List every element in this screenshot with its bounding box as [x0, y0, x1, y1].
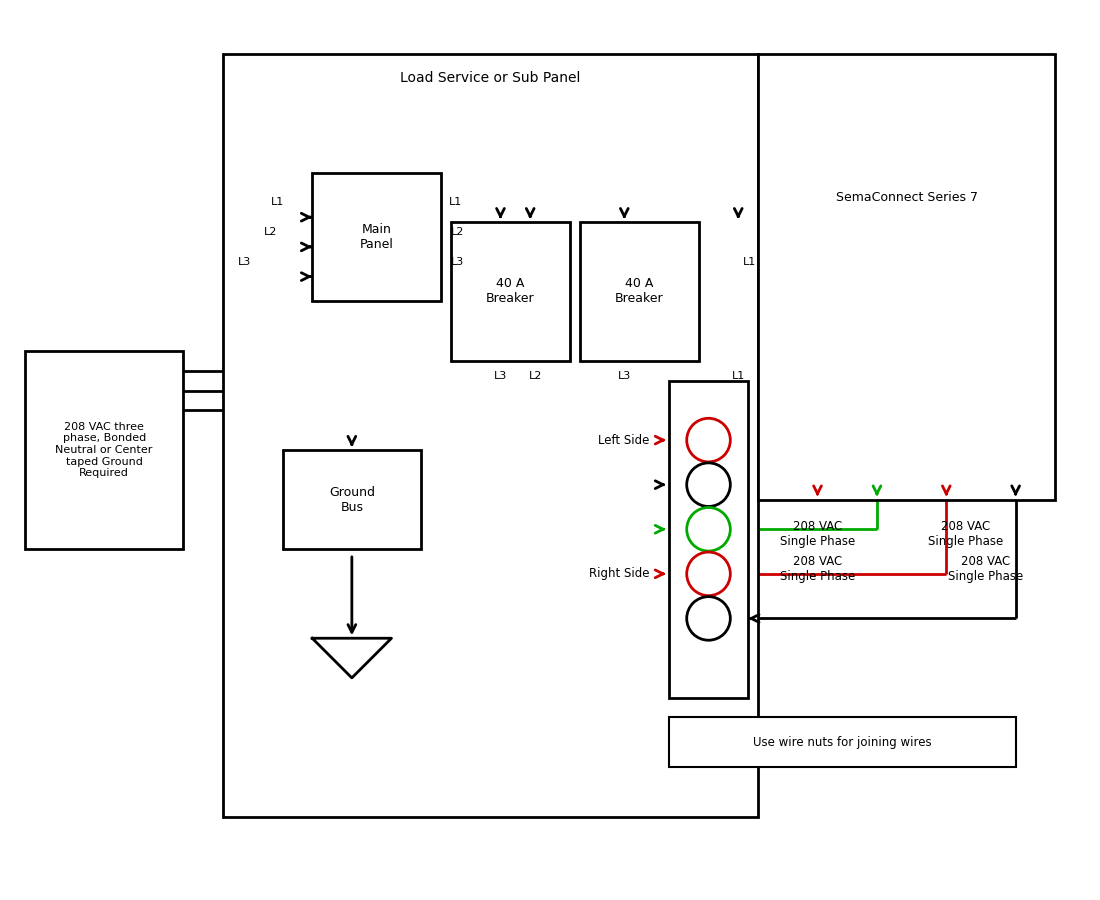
Text: 208 VAC
Single Phase: 208 VAC Single Phase — [948, 555, 1024, 583]
Circle shape — [686, 508, 730, 551]
Text: Ground
Bus: Ground Bus — [329, 485, 375, 514]
Text: SemaConnect Series 7: SemaConnect Series 7 — [836, 191, 978, 204]
Bar — [25, 351, 184, 549]
Bar — [580, 222, 698, 361]
Text: Main
Panel: Main Panel — [360, 223, 394, 251]
Bar — [283, 450, 421, 549]
Text: 40 A
Breaker: 40 A Breaker — [615, 277, 663, 305]
Circle shape — [686, 418, 730, 462]
Bar — [312, 173, 441, 302]
Text: L2: L2 — [263, 227, 277, 237]
Text: 208 VAC
Single Phase: 208 VAC Single Phase — [928, 520, 1003, 548]
Text: Use wire nuts for joining wires: Use wire nuts for joining wires — [754, 736, 932, 749]
Text: L2: L2 — [528, 371, 542, 381]
Text: 208 VAC
Single Phase: 208 VAC Single Phase — [780, 555, 855, 583]
Bar — [669, 381, 748, 698]
Circle shape — [686, 463, 730, 507]
Text: 40 A
Breaker: 40 A Breaker — [486, 277, 535, 305]
Text: L1: L1 — [271, 197, 284, 207]
Bar — [223, 54, 758, 816]
Text: 208 VAC
Single Phase: 208 VAC Single Phase — [780, 520, 855, 548]
Bar — [669, 717, 1015, 767]
Text: L1: L1 — [744, 256, 757, 266]
Bar — [758, 54, 1055, 500]
Text: L3: L3 — [451, 256, 464, 266]
Polygon shape — [312, 638, 392, 678]
Text: L1: L1 — [732, 371, 745, 381]
Text: L3: L3 — [618, 371, 631, 381]
Text: 208 VAC three
phase, Bonded
Neutral or Center
taped Ground
Required: 208 VAC three phase, Bonded Neutral or C… — [55, 422, 153, 478]
Text: Left Side: Left Side — [597, 434, 649, 446]
Text: Right Side: Right Side — [588, 567, 649, 580]
Circle shape — [686, 597, 730, 640]
Text: L3: L3 — [494, 371, 507, 381]
Bar — [451, 222, 570, 361]
Text: L1: L1 — [449, 197, 462, 207]
Text: Load Service or Sub Panel: Load Service or Sub Panel — [400, 71, 581, 86]
Text: L3: L3 — [238, 256, 251, 266]
Text: L2: L2 — [451, 227, 464, 237]
Circle shape — [686, 552, 730, 596]
